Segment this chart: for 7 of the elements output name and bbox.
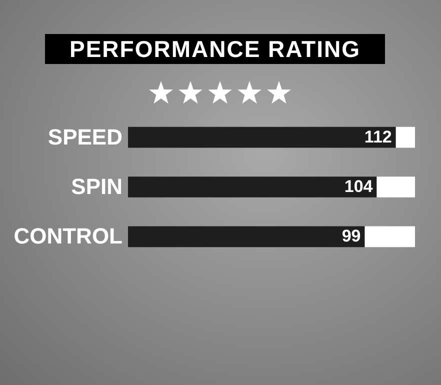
y-tick-label: SPEED — [48, 124, 122, 150]
data-label: 99 — [342, 226, 361, 246]
data-label: 104 — [344, 177, 374, 196]
y-tick-label: CONTROL — [14, 224, 122, 249]
data-label: 112 — [364, 127, 392, 146]
chart-title: PERFORMANCE RATING — [45, 34, 385, 64]
y-tick-label: SPIN — [71, 174, 122, 199]
